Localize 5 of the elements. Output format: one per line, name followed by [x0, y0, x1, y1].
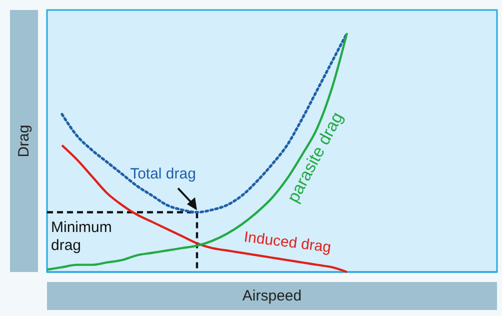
ref-line-label: Minimum drag [51, 219, 112, 254]
series-label: Total drag [130, 165, 196, 182]
y-axis-title: Drag [16, 124, 32, 158]
x-axis-title: Airspeed [242, 288, 302, 304]
text: Induced drag [243, 228, 332, 256]
